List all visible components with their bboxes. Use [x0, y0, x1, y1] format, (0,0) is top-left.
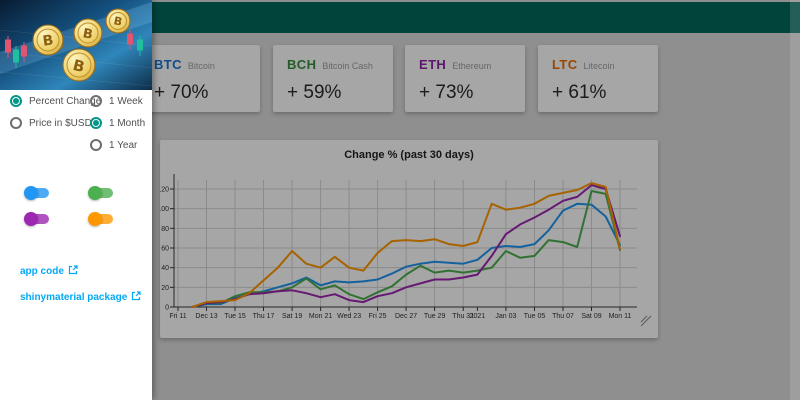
radio-percent-change[interactable]: Percent Change	[10, 90, 101, 112]
radio-1-week[interactable]: 1 Week	[90, 90, 145, 112]
radio-icon	[90, 139, 102, 151]
crypto-card-bch: BCH Bitcoin Cash + 59%	[273, 45, 393, 112]
period-radio-group: 1 Week 1 Month 1 Year	[90, 90, 145, 156]
card-symbol: ETH	[419, 57, 447, 72]
open-in-new-icon	[132, 290, 141, 300]
svg-text:20: 20	[161, 285, 169, 292]
card-symbol: BTC	[154, 57, 182, 72]
svg-text:Mon 21: Mon 21	[309, 313, 332, 320]
card-change-value: + 61%	[552, 82, 607, 103]
chart-card: Change % (past 30 days) Fri 11 Dec 13 Tue …	[160, 140, 658, 338]
shinymaterial-package-link[interactable]: shinymaterial package	[20, 290, 141, 303]
toggle-knob	[24, 186, 38, 200]
bitcoin-coins-image: B B B B	[0, 0, 152, 90]
svg-text:Fri 25: Fri 25	[369, 313, 387, 320]
crypto-card-btc: BTC Bitcoin + 70%	[140, 45, 260, 112]
scrollbar[interactable]	[790, 0, 800, 400]
radio-label: Percent Change	[29, 95, 102, 107]
card-coin-name: Bitcoin Cash	[322, 61, 373, 71]
card-coin-name: Bitcoin	[187, 61, 215, 71]
svg-text:Fri 11: Fri 11	[169, 313, 186, 320]
bch-series-toggle[interactable]	[88, 186, 114, 200]
radio-label: 1 Week	[109, 95, 143, 107]
toggle-track	[91, 188, 113, 198]
svg-text:100: 100	[160, 206, 169, 213]
sidebar: B B B B Percent Change Price in $USD 1 W…	[0, 0, 152, 400]
eth-series-toggle[interactable]	[24, 212, 50, 226]
svg-text:Thu 17: Thu 17	[253, 313, 275, 320]
svg-text:Tue 05: Tue 05	[524, 313, 546, 320]
card-change-value: + 70%	[154, 82, 209, 103]
toggle-track	[27, 188, 49, 198]
card-change-value: + 73%	[419, 82, 474, 103]
card-symbol: LTC	[552, 57, 578, 72]
card-change-value: + 59%	[287, 82, 342, 103]
crypto-card-eth: ETH Ethereum + 73%	[405, 45, 525, 112]
link-label: shinymaterial package	[20, 292, 128, 303]
svg-text:Sat 19: Sat 19	[282, 313, 302, 320]
svg-text:Mon 11: Mon 11	[609, 313, 632, 320]
open-in-new-icon	[68, 264, 78, 274]
svg-text:B: B	[71, 56, 86, 76]
radio-icon	[10, 95, 22, 107]
svg-text:Dec 27: Dec 27	[395, 313, 417, 320]
radio-icon	[90, 95, 102, 107]
svg-text:Sat 09: Sat 09	[581, 313, 601, 320]
svg-text:B: B	[42, 32, 55, 49]
metric-radio-group: Percent Change Price in $USD	[10, 90, 101, 134]
radio-1-year[interactable]: 1 Year	[90, 134, 145, 156]
card-symbol: BCH	[287, 57, 317, 72]
svg-text:B: B	[82, 26, 94, 42]
svg-text:60: 60	[161, 246, 169, 253]
resize-handle-icon	[640, 315, 652, 327]
radio-label: Price in $USD	[29, 117, 92, 129]
svg-text:Tue 29: Tue 29	[424, 313, 446, 320]
svg-text:Wed 23: Wed 23	[337, 313, 361, 320]
svg-text:Thu 07: Thu 07	[552, 313, 574, 320]
svg-text:Tue 15: Tue 15	[224, 313, 246, 320]
crypto-card-ltc: LTC Litecoin + 61%	[538, 45, 658, 112]
app-code-link[interactable]: app code	[20, 264, 78, 277]
btc-series-toggle[interactable]	[24, 186, 50, 200]
svg-text:Dec 13: Dec 13	[195, 313, 217, 320]
ltc-series-toggle[interactable]	[88, 212, 114, 226]
radio-icon	[10, 117, 22, 129]
radio-1-month[interactable]: 1 Month	[90, 112, 145, 134]
card-coin-name: Ethereum	[452, 61, 492, 71]
radio-label: 1 Year	[109, 139, 138, 151]
svg-text:0: 0	[165, 305, 169, 312]
svg-text:B: B	[112, 14, 123, 28]
link-label: app code	[20, 266, 64, 277]
candlestick-decor	[5, 30, 143, 68]
toggle-track	[27, 214, 49, 224]
line-chart[interactable]: Fri 11 Dec 13 Tue 15 Thu 17 Sat 19 Mon 21 Wed …	[160, 140, 658, 338]
svg-text:40: 40	[161, 265, 169, 272]
svg-text:Jan 03: Jan 03	[495, 313, 516, 320]
toggle-knob	[24, 212, 38, 226]
svg-text:120: 120	[160, 187, 169, 194]
chart-title: Change % (past 30 days)	[344, 149, 474, 161]
radio-icon	[90, 117, 102, 129]
radio-label: 1 Month	[109, 117, 146, 129]
toggle-knob	[88, 186, 102, 200]
svg-text:2021: 2021	[470, 313, 486, 320]
radio-price-usd[interactable]: Price in $USD	[10, 112, 101, 134]
card-coin-name: Litecoin	[583, 61, 615, 71]
svg-text:80: 80	[161, 226, 169, 233]
toggle-track	[91, 214, 113, 224]
toggle-knob	[88, 212, 102, 226]
svg-text:Thu 31: Thu 31	[452, 313, 474, 320]
